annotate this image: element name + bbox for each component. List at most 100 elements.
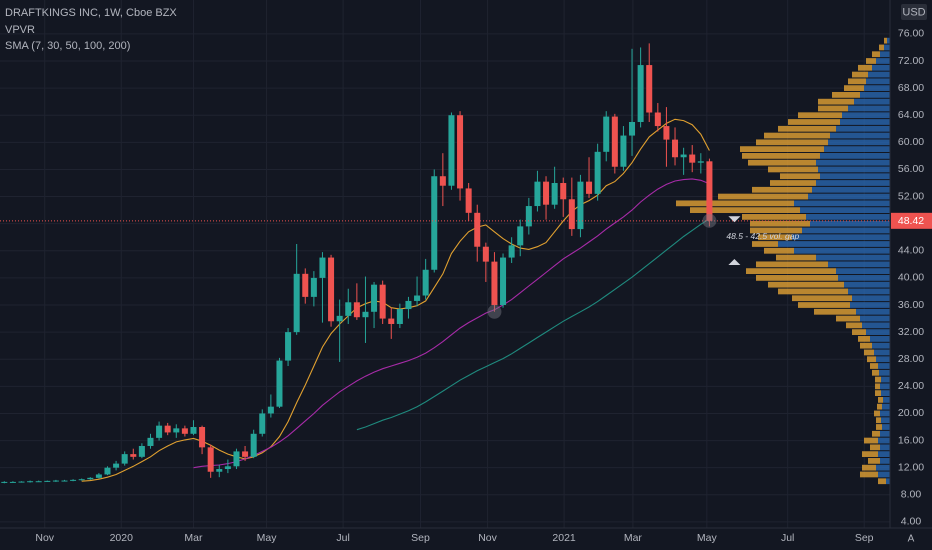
currency-badge[interactable] [901,4,927,20]
candle-body [319,257,326,278]
candle-body [491,261,498,306]
vp-up-bar [812,186,890,193]
highlight-point [702,213,717,228]
candle-body [190,427,197,434]
y-tick-label: 32.00 [898,326,924,338]
vp-up-bar [872,342,890,349]
y-tick-label: 60.00 [898,136,924,148]
vp-down-bar [748,159,816,166]
vp-up-bar [881,376,890,383]
vp-up-bar [828,261,890,268]
candle-body [689,154,696,163]
vp-down-bar [860,342,872,349]
vp-down-bar [768,281,844,288]
vp-down-bar [788,119,840,125]
vp-up-bar [778,241,890,247]
y-tick-label: 8.00 [901,489,922,501]
vp-up-bar [806,214,890,220]
currency-label[interactable]: USD [902,6,925,18]
axes: 4.00 8.00 12.00 16.00 20.00 24.00 28.00 32.00 36… [0,28,932,544]
vp-down-bar [872,51,880,58]
vp-down-bar [884,37,887,44]
auto-scale-button[interactable]: A [908,534,915,545]
x-tick-label: 2020 [110,532,134,544]
candle-body [654,112,661,127]
candle-body [594,151,601,194]
vp-down-bar [756,275,838,281]
vp-down-bar [878,397,883,403]
vp-down-bar [764,132,830,139]
vp-down-bar [876,424,882,430]
overlays [81,118,710,482]
candle-body [233,451,240,467]
vp-down-bar [752,241,778,247]
candle-body [18,481,25,483]
candle-body [672,139,679,158]
vp-up-bar [794,200,890,207]
candle-body [250,433,257,457]
vp-up-bar [878,471,890,478]
vp-up-bar [876,58,890,64]
vp-down-bar [874,410,880,417]
vp-up-bar [854,98,890,105]
vp-up-bar [868,71,890,78]
vp-up-bar [876,464,890,471]
candle-body [706,161,713,221]
candle-body [336,315,343,322]
candle-body [164,425,171,433]
vp-down-bar [846,322,862,329]
candle-body [9,481,16,483]
last-price-label: 48.42 [898,215,924,227]
vp-down-bar [836,315,860,322]
candle-body [78,479,85,481]
y-tick-label: 64.00 [898,109,924,121]
vp-down-bar [832,92,860,98]
vp-up-bar [860,92,890,98]
vp-up-bar [874,349,890,356]
vp-down-bar [875,383,880,390]
candle-body [362,311,369,318]
candle-body [646,65,653,113]
x-tick-label: Sep [411,532,430,544]
vp-down-bar [862,464,876,471]
candle-body [44,480,51,482]
vp-down-bar [792,295,852,302]
candle-body [52,480,59,482]
sma-line [356,218,710,431]
vp-down-bar [740,146,824,152]
vp-down-bar [877,403,882,410]
x-tick-label: Mar [624,532,643,544]
candle-body [310,277,317,297]
vp-down-bar [746,268,836,274]
vp-down-bar [778,288,848,295]
vp-down-bar [862,451,878,458]
candle-body [620,135,627,167]
candle-body [465,188,472,213]
candles [1,43,713,484]
x-tick-label: May [257,532,278,544]
vp-up-bar [844,281,890,288]
x-tick-label: Sep [855,532,874,544]
vp-down-bar [818,105,848,112]
vp-up-bar [856,308,890,315]
vp-down-bar [770,180,816,186]
candle-body [603,116,610,152]
candle-body [87,477,94,480]
vp-up-bar [802,227,890,234]
vp-up-bar [881,390,890,396]
vp-down-bar [752,186,812,193]
vp-up-bar [880,410,890,417]
vp-down-bar [758,234,792,241]
x-tick-label: Mar [184,532,203,544]
candle-body [422,269,429,296]
candle-body [629,122,636,136]
y-tick-label: 68.00 [898,82,924,94]
vp-up-bar [836,268,890,274]
candle-body [663,126,670,140]
y-tick-label: 76.00 [898,28,924,40]
vp-up-bar [879,369,890,376]
candle-body [551,183,558,205]
candle-body [113,463,120,468]
vp-up-bar [840,119,890,125]
